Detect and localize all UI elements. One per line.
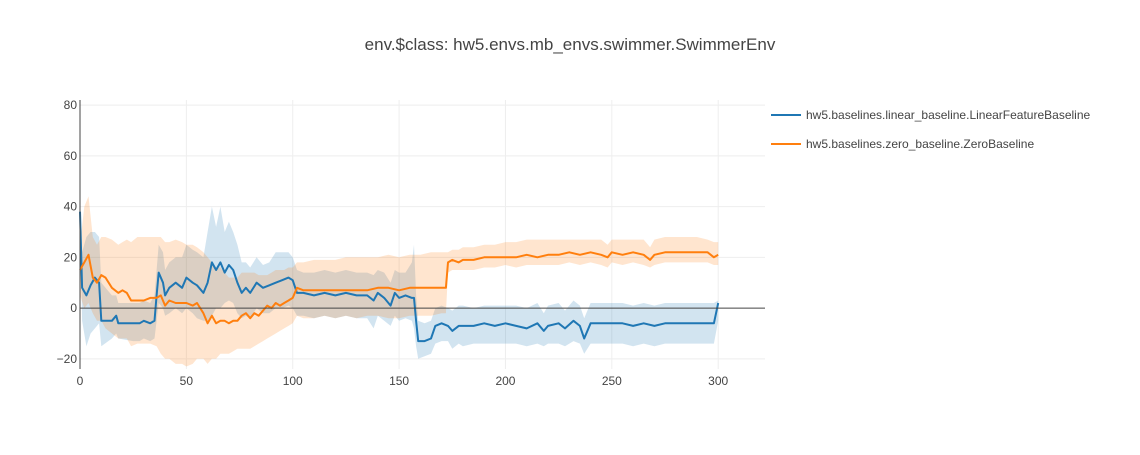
axis-layer: 0 50 100 150 200 250 300 −20 0 20 40 60 80: [57, 98, 765, 388]
y-tick-label: 80: [64, 98, 78, 112]
x-tick-label: 100: [283, 374, 303, 388]
x-tick-label: 50: [180, 374, 194, 388]
y-tick-label: 40: [64, 200, 78, 214]
legend-label: hw5.baselines.zero_baseline.ZeroBaseline: [806, 137, 1034, 151]
y-tick-label: 60: [64, 149, 78, 163]
grid-layer: [80, 100, 765, 369]
band-layer: [80, 196, 719, 367]
y-tick-label: 0: [70, 301, 77, 315]
x-tick-label: 200: [495, 374, 515, 388]
series-2-band: [80, 196, 719, 367]
chart-title: env.$class: hw5.envs.mb_envs.swimmer.Swi…: [365, 35, 776, 54]
legend-label: hw5.baselines.linear_baseline.LinearFeat…: [806, 108, 1091, 122]
x-tick-label: 250: [602, 374, 622, 388]
x-tick-label: 150: [389, 374, 409, 388]
series-1-line: [79, 211, 720, 343]
legend[interactable]: hw5.baselines.linear_baseline.LinearFeat…: [771, 108, 1091, 151]
legend-item-2[interactable]: hw5.baselines.zero_baseline.ZeroBaseline: [771, 137, 1034, 151]
series-2-line: [79, 251, 719, 325]
line-layer: [79, 211, 720, 343]
x-tick-label: 300: [708, 374, 728, 388]
legend-item-1[interactable]: hw5.baselines.linear_baseline.LinearFeat…: [771, 108, 1091, 122]
series-1-band: [80, 206, 719, 359]
y-tick-label: 20: [64, 250, 78, 264]
x-tick-label: 0: [77, 374, 84, 388]
y-tick-label: −20: [57, 352, 78, 366]
